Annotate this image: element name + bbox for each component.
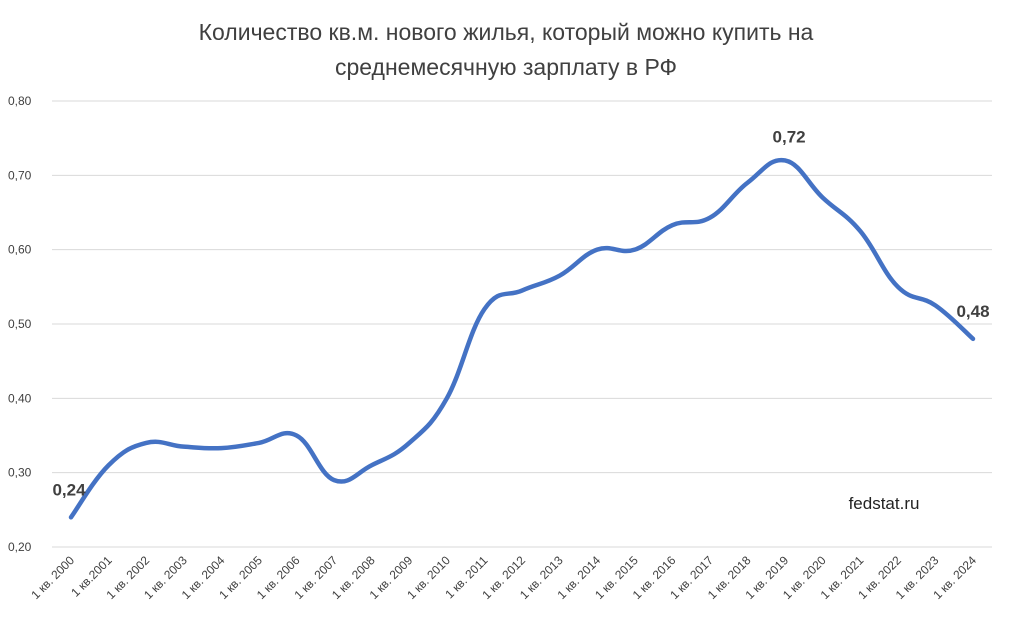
chart-title-line-2: среднемесячную зарплату в РФ (335, 54, 677, 80)
chart-title: Количество кв.м. нового жилья, который м… (199, 19, 814, 80)
y-tick-label: 0,20 (8, 540, 32, 554)
data-labels: 0,24 0,72 0,48 (52, 127, 989, 499)
y-tick-label: 0,80 (8, 94, 32, 108)
y-tick-label: 0,50 (8, 317, 32, 331)
data-label: 0,48 (956, 302, 989, 321)
chart-title-line-1: Количество кв.м. нового жилья, который м… (199, 19, 814, 45)
source-annotation: fedstat.ru (849, 494, 920, 513)
y-tick-label: 0,60 (8, 243, 32, 257)
y-tick-label: 0,30 (8, 466, 32, 480)
series-line (68, 157, 976, 520)
gridlines (52, 100, 992, 548)
series-group (68, 157, 976, 520)
data-label: 0,24 (52, 480, 86, 499)
x-tick-label: 1 кв. 2000 (28, 553, 77, 602)
y-tick-label: 0,70 (8, 168, 32, 182)
data-label: 0,72 (773, 127, 806, 146)
y-tick-label: 0,40 (8, 391, 32, 405)
y-axis-tick-labels: 0,20 0,30 0,40 0,50 0,60 0,70 0,80 (8, 94, 32, 554)
